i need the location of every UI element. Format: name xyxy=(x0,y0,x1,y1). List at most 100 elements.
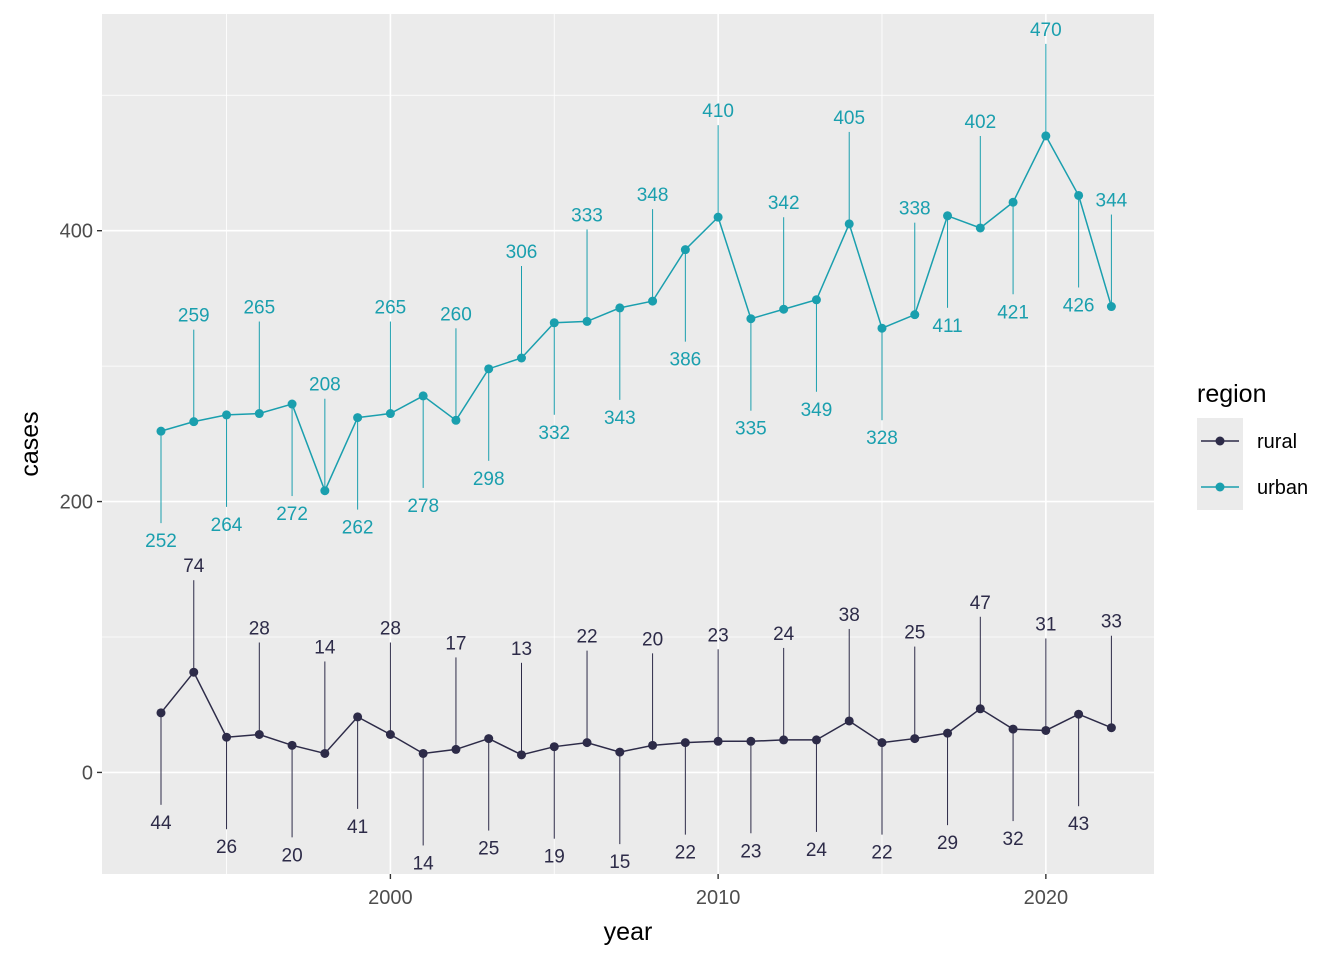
rural-data-label: 25 xyxy=(904,623,925,644)
rural-data-label: 22 xyxy=(871,843,892,864)
urban-data-label: 259 xyxy=(178,306,210,327)
urban-data-label: 272 xyxy=(276,504,308,525)
rural-point xyxy=(877,738,887,748)
minor-grid xyxy=(102,14,1154,874)
urban-point xyxy=(713,212,723,222)
rural-point xyxy=(943,728,953,738)
urban-point xyxy=(418,391,428,401)
rural-point xyxy=(156,708,166,718)
rural-data-label: 13 xyxy=(511,639,532,660)
urban-point xyxy=(1074,190,1084,200)
urban-point xyxy=(779,304,789,314)
urban-point xyxy=(451,415,461,425)
legend: region rural urban xyxy=(1197,380,1308,510)
rural-legend-point xyxy=(1215,436,1225,446)
urban-point xyxy=(877,323,887,333)
urban-point xyxy=(385,409,395,419)
urban-series-line xyxy=(160,134,1113,493)
rural-data-label: 15 xyxy=(609,852,630,873)
urban-data-label: 338 xyxy=(899,199,931,220)
urban-data-label: 278 xyxy=(407,496,439,517)
rural-legend-label: rural xyxy=(1257,431,1297,453)
urban-data-label: 405 xyxy=(833,108,865,129)
series-points xyxy=(156,131,1116,760)
rural-data-label: 41 xyxy=(347,817,368,838)
rural-data-label: 47 xyxy=(970,593,991,614)
rural-point xyxy=(222,732,232,742)
rural-data-label: 14 xyxy=(314,637,336,658)
urban-point xyxy=(1106,302,1116,312)
label-segments xyxy=(160,43,1112,846)
urban-point xyxy=(320,486,330,496)
urban-point xyxy=(615,303,625,313)
legend-keys: rural urban xyxy=(1197,418,1308,510)
x-axis: 2000 2010 2020 xyxy=(368,874,1068,909)
rural-point xyxy=(582,738,592,748)
urban-data-label: 386 xyxy=(670,350,702,371)
rural-data-label: 25 xyxy=(478,839,499,860)
urban-point xyxy=(975,223,985,233)
urban-point xyxy=(680,245,690,255)
rural-data-label: 26 xyxy=(216,837,237,858)
rural-point xyxy=(1074,709,1084,719)
x-axis-title: year xyxy=(604,918,653,946)
rural-point xyxy=(484,734,494,744)
plot-panel xyxy=(102,14,1154,874)
rural-point xyxy=(910,734,920,744)
rural-data-label: 22 xyxy=(576,627,597,648)
rural-data-label: 23 xyxy=(708,625,729,646)
urban-point xyxy=(254,409,264,419)
urban-point xyxy=(189,417,199,427)
data-labels: 44 74 26 28 20 14 41 28 14 17 25 13 19 22 15 20 22 23 23 24… xyxy=(145,20,1128,875)
urban-point xyxy=(811,295,821,305)
rural-point xyxy=(844,716,854,726)
urban-data-label: 264 xyxy=(211,515,243,536)
urban-data-label: 410 xyxy=(702,101,734,122)
x-tick-label: 2010 xyxy=(696,887,741,909)
rural-point xyxy=(975,704,985,714)
rural-data-label: 24 xyxy=(773,624,795,645)
y-tick-label: 200 xyxy=(60,492,93,514)
urban-data-label: 470 xyxy=(1030,20,1062,41)
urban-data-label: 262 xyxy=(342,518,374,539)
x-tick-label: 2020 xyxy=(1024,887,1069,909)
urban-point xyxy=(648,296,658,306)
urban-point xyxy=(156,426,166,436)
y-tick-label: 0 xyxy=(82,762,93,784)
urban-data-label: 349 xyxy=(801,400,833,421)
urban-legend-label: urban xyxy=(1257,477,1308,499)
urban-data-label: 348 xyxy=(637,185,669,206)
urban-data-label: 332 xyxy=(538,423,570,444)
rural-point xyxy=(1106,723,1116,733)
y-axis: 0 200 400 xyxy=(60,221,102,784)
rural-data-label: 32 xyxy=(1003,829,1024,850)
rural-data-label: 24 xyxy=(806,840,828,861)
urban-data-label: 335 xyxy=(735,419,767,440)
rural-point xyxy=(451,744,461,754)
rural-point xyxy=(1008,724,1018,734)
rural-data-label: 38 xyxy=(839,605,860,626)
urban-point xyxy=(484,364,494,374)
y-axis-title: cases xyxy=(16,411,44,476)
rural-data-label: 22 xyxy=(675,843,696,864)
urban-data-label: 402 xyxy=(964,112,996,133)
rural-point xyxy=(680,738,690,748)
urban-point xyxy=(582,316,592,326)
urban-point xyxy=(287,399,297,409)
urban-point xyxy=(1008,197,1018,207)
rural-data-label: 28 xyxy=(249,619,270,640)
rural-point xyxy=(1041,725,1051,735)
urban-data-label: 306 xyxy=(506,242,538,263)
urban-data-label: 208 xyxy=(309,375,341,396)
urban-point xyxy=(943,211,953,221)
rural-point xyxy=(418,748,428,758)
rural-data-label: 29 xyxy=(937,833,958,854)
rural-point xyxy=(779,735,789,745)
urban-data-label: 265 xyxy=(375,298,407,319)
urban-point xyxy=(516,353,526,363)
rural-point xyxy=(811,735,821,745)
urban-point xyxy=(746,314,756,324)
urban-data-label: 298 xyxy=(473,469,505,490)
urban-point xyxy=(353,413,363,423)
